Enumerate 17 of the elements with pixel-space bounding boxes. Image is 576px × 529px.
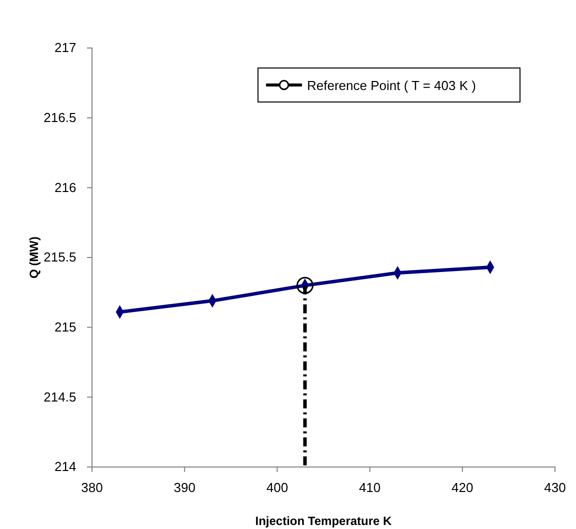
legend-label: Reference Point ( T = 403 K ) xyxy=(307,78,476,93)
x-tick-label: 410 xyxy=(358,480,381,495)
x-tick-label: 380 xyxy=(81,480,103,495)
x-tick-label: 430 xyxy=(544,480,566,495)
x-tick-label: 390 xyxy=(174,480,196,495)
point xyxy=(296,276,314,294)
y-tick-label: 215 xyxy=(54,319,76,334)
y-tick-label: 217 xyxy=(54,40,76,56)
y-tick-label: 216 xyxy=(54,180,76,195)
x-tick-label: 420 xyxy=(452,480,474,495)
y-tick-label: 214.5 xyxy=(44,389,76,404)
y-tick-label: 214 xyxy=(54,459,76,474)
y-axis-title: Q (MW) xyxy=(27,236,41,278)
y-tick-label: 216.5 xyxy=(44,110,76,125)
y-tick-label: 215.5 xyxy=(44,250,76,265)
x-axis-title: Injection Temperature K xyxy=(255,514,392,528)
x-tick-label: 400 xyxy=(266,480,288,495)
